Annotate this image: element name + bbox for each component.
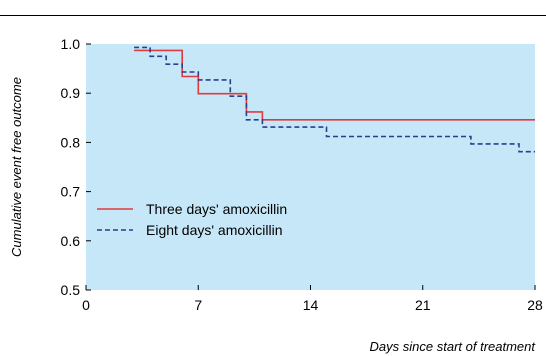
y-tick-label: 0.7	[61, 184, 81, 200]
top-divider	[0, 15, 546, 16]
legend-label: Eight days' amoxicillin	[146, 222, 283, 238]
legend: Three days' amoxicillin Eight days' amoxi…	[97, 201, 287, 238]
x-tick-label: 0	[82, 297, 90, 313]
x-axis-label: Days since start of treatment	[370, 339, 537, 354]
x-tick-label: 7	[194, 297, 202, 313]
y-tick-label: 0.6	[61, 233, 81, 249]
y-tick-label: 0.8	[61, 134, 81, 150]
y-tick-label: 1.0	[61, 36, 81, 52]
x-tick-label: 28	[527, 297, 543, 313]
y-tick-label: 0.9	[61, 85, 81, 101]
axis-ticks: 0.5 0.6 0.7 0.8 0.9 1.0 0 7 14 21 28	[61, 36, 543, 313]
series-lines	[134, 46, 535, 153]
y-axis-label: Cumulative event free outcome	[9, 77, 24, 257]
x-tick-label: 21	[415, 297, 431, 313]
plot-area	[86, 44, 535, 290]
legend-label: Three days' amoxicillin	[146, 201, 287, 217]
series-line-1	[134, 46, 535, 153]
y-tick-label: 0.5	[61, 282, 81, 298]
x-tick-label: 14	[303, 297, 319, 313]
